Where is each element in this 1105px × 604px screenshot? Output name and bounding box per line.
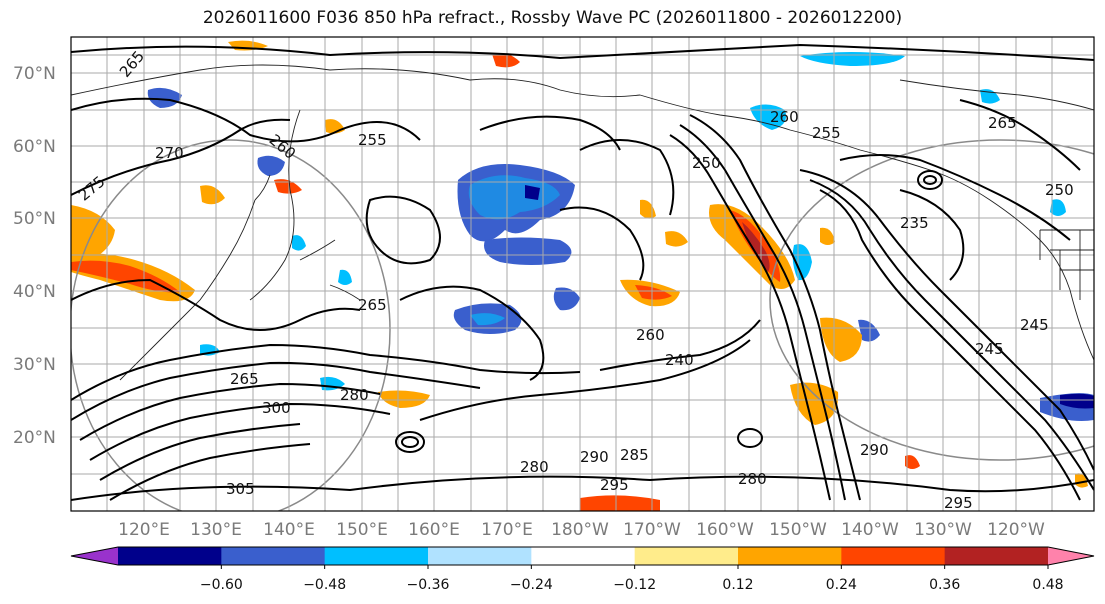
map-title: 2026011600 F036 850 hPa refract., Rossby… (202, 8, 903, 28)
colorbar-tick-label: 0.24 (826, 577, 857, 593)
map-border (70, 36, 1095, 512)
contour-label: 245 (1020, 316, 1049, 334)
contour-label: 280 (520, 458, 549, 476)
colorbar-tick-label: 0.48 (1032, 577, 1063, 593)
colorbar: −0.60 −0.48 −0.36 −0.24 −0.12 0.12 0.24 0.36 0.4… (70, 546, 1095, 593)
contour-label: 285 (620, 446, 649, 464)
colorbar-cell (738, 547, 842, 565)
contour-label: 300 (262, 399, 291, 417)
longitude-labels: 120°E 130°E 140°E 150°E 160°E 170°E 180°… (118, 520, 1045, 540)
lon-label: 180°W (551, 520, 609, 540)
lon-label: 120°E (118, 520, 170, 540)
contour-label: 235 (900, 214, 929, 232)
contour-label: 295 (600, 476, 629, 494)
colorbar-cell (324, 547, 429, 565)
colorbar-cell (221, 547, 326, 565)
colorbar-cell (531, 547, 636, 565)
lat-label: 40°N (13, 282, 56, 302)
refractivity-contours (71, 43, 1094, 501)
contour-label: 265 (358, 296, 387, 314)
colorbar-tick-label: −0.36 (407, 577, 450, 593)
lon-label: 170°W (623, 520, 681, 540)
colorbar-tick-label: −0.24 (510, 577, 553, 593)
lon-label: 130°W (914, 520, 972, 540)
colorbar-extend-high (1048, 547, 1094, 565)
colorbar-extend-low (71, 547, 118, 565)
contour-label: 255 (812, 124, 841, 142)
contour-label: 250 (1045, 181, 1074, 199)
latitude-labels: 70°N 60°N 50°N 40°N 30°N 20°N (13, 64, 56, 448)
colorbar-cell (428, 547, 532, 565)
lon-label: 140°E (263, 520, 315, 540)
coastlines (71, 64, 1094, 381)
contour-label: 250 (692, 154, 721, 172)
colorbar-outline (70, 546, 1095, 566)
lon-label: 120°W (987, 520, 1045, 540)
colorbar-cell (841, 547, 946, 565)
contour-label: 305 (226, 480, 255, 498)
lon-label: 160°E (408, 520, 460, 540)
colorbar-tick-label: 0.12 (722, 577, 753, 593)
lon-label: 150°E (336, 520, 388, 540)
grey-circle-east (769, 139, 1094, 461)
contour-label: 265 (988, 114, 1017, 132)
lon-label: 150°W (769, 520, 827, 540)
contour-label: 280 (340, 386, 369, 404)
contour-label: 295 (944, 494, 973, 512)
contour-label: 280 (738, 470, 767, 488)
map-panel (71, 37, 1094, 511)
lat-label: 70°N (13, 64, 56, 84)
contour-label: 260 (770, 108, 799, 126)
lat-label: 30°N (13, 355, 56, 375)
lat-label: 60°N (13, 137, 56, 157)
contour-label: 255 (358, 131, 387, 149)
contour-label: 245 (975, 340, 1004, 358)
lat-label: 20°N (13, 428, 56, 448)
contour-label: 290 (580, 448, 609, 466)
lon-label: 130°E (190, 520, 242, 540)
lon-label: 160°W (696, 520, 754, 540)
lon-label: 170°E (481, 520, 533, 540)
contour-label: 265 (230, 370, 259, 388)
contour-label: 260 (636, 326, 665, 344)
colorbar-cell (118, 547, 222, 565)
colorbar-tick-label: −0.60 (200, 577, 243, 593)
graticule (71, 37, 1094, 511)
contour-label: 240 (665, 351, 694, 369)
colorbar-tick-label: 0.36 (929, 577, 960, 593)
colorbar-cell (944, 547, 1049, 565)
colorbar-cell (634, 547, 739, 565)
lat-label: 50°N (13, 209, 56, 229)
contour-label: 290 (860, 441, 889, 459)
contour-label: 270 (155, 144, 184, 162)
lon-label: 140°W (841, 520, 899, 540)
colorbar-tick-label: −0.48 (303, 577, 346, 593)
grey-circle-west (71, 139, 391, 511)
colorbar-tick-label: −0.12 (613, 577, 656, 593)
